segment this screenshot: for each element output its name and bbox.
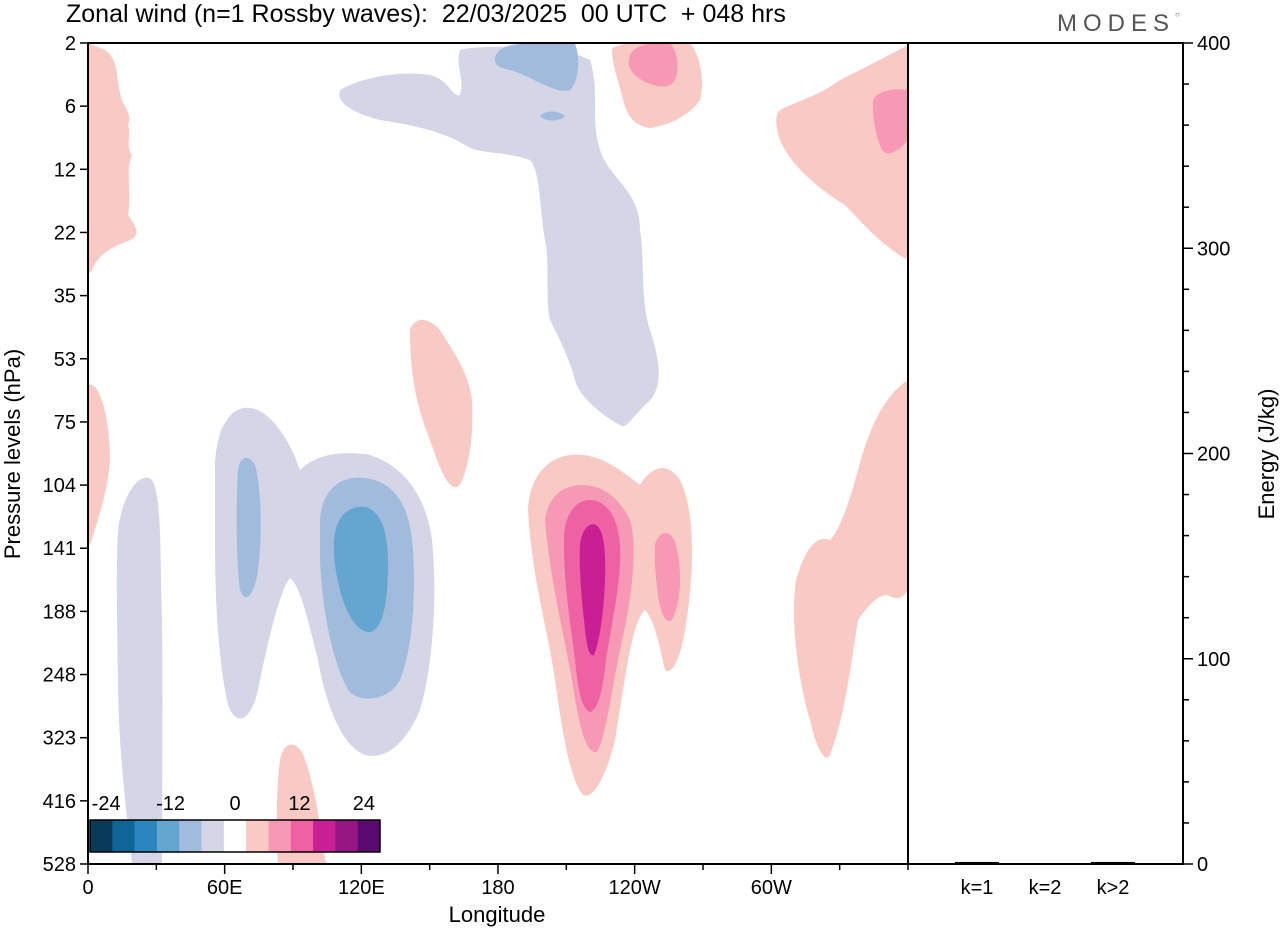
contour-pos-strat [410,319,473,488]
energy-tick-marks [1183,42,1193,865]
colorbar-label: 0 [229,793,240,815]
colorbar [89,819,381,853]
plot-frame [87,42,909,865]
colorbar-swatch [201,820,225,852]
y-tick-label: 416 [43,791,76,813]
contour-pos-left-top [88,43,137,275]
chart-title: Zonal wind (n=1 Rossby waves): 22/03/202… [66,0,786,28]
energy-category-label: k=1 [961,877,994,899]
energy-category-label: k=2 [1029,877,1062,899]
colorbar-label: 24 [353,793,375,815]
x-tick-label: 120W [609,877,661,899]
colorbar-frame [89,819,381,853]
y-tick-labels: 2 6 12 22 35 53 75 104 141 188 248 323 416 528 [43,33,76,876]
colorbar-swatch [134,820,158,852]
energy-tick-labels: 0 100 200 300 400 [1197,33,1230,876]
brand-text: MODES [1057,10,1176,37]
x-tick-label: 180 [481,877,514,899]
energy-bar [1091,861,1135,864]
y-tick-label: 528 [43,854,76,876]
x-tick-label: 60E [207,877,243,899]
y-tick-label: 75 [54,412,76,434]
contour-pos-left-mid [88,384,110,545]
contour-neg-b1 [236,458,261,598]
colorbar-label: 12 [288,793,310,815]
bar-panel-frame [907,42,1184,865]
y-tick-label: 22 [54,222,76,244]
y-tick-label: 6 [65,96,76,118]
energy-axis-title: Energy (J/kg) [1254,389,1279,520]
colorbar-swatch [179,820,202,852]
energy-tick-label: 0 [1197,854,1208,876]
x-tick-label: 60W [751,877,792,899]
brand-logo: MODES○ [1057,10,1180,37]
energy-tick-label: 200 [1197,444,1230,466]
x-tick-label: 120E [338,877,385,899]
contour-neg-left [116,477,163,864]
contour-pos-p2-top [628,43,678,87]
energy-category-labels: k=1 k=2 k>2 [961,877,1130,899]
x-tick-label: 0 [82,877,93,899]
contour-neg-top [339,46,659,427]
colorbar-swatch [90,820,113,852]
colorbar-labels: -24 -12 0 12 24 [92,793,375,815]
y-tick-label: 12 [54,159,76,181]
x-tick-labels: 0 60E 120E 180 120W 60W [82,877,792,899]
colorbar-label: -12 [156,793,185,815]
y-tick-marks [80,42,88,865]
contour-pos-right-mid [793,380,908,758]
contour-neg-b3 [495,44,579,91]
colorbar-label: -24 [92,793,121,815]
colorbar-swatch [313,820,336,852]
colorbar-swatch [112,820,135,852]
y-tick-label: 53 [54,349,76,371]
colorbar-swatch [290,820,314,852]
y-tick-label: 104 [43,475,76,497]
colorbar-swatch [223,820,247,852]
y-tick-label: 141 [43,538,76,560]
contour-field [88,43,908,864]
contour-pos-p2-right [872,89,908,154]
colorbar-swatch [156,820,180,852]
energy-bar [955,861,999,864]
x-tick-marks [87,864,909,874]
contour-pos-p4 [579,524,606,656]
energy-bars [955,861,1135,865]
y-tick-label: 2 [65,33,76,55]
colorbar-swatch [335,820,358,852]
energy-tick-label: 100 [1197,649,1230,671]
y-tick-label: 248 [43,665,76,687]
colorbar-swatch [268,820,292,852]
y-tick-label: 188 [43,601,76,623]
colorbar-swatch [246,820,269,852]
y-tick-label: 35 [54,286,76,308]
contour-neg-c1 [333,506,388,633]
energy-tick-label: 300 [1197,238,1230,260]
y-tick-label: 323 [43,728,76,750]
energy-tick-label: 400 [1197,33,1230,55]
energy-category-label: k>2 [1097,877,1130,899]
y-axis-title: Pressure levels (hPa) [0,349,25,559]
contour-pos-p2-small [654,532,681,621]
x-axis-title: Longitude [449,902,546,927]
contour-neg-b4 [540,111,565,121]
colorbar-swatch [357,820,381,852]
